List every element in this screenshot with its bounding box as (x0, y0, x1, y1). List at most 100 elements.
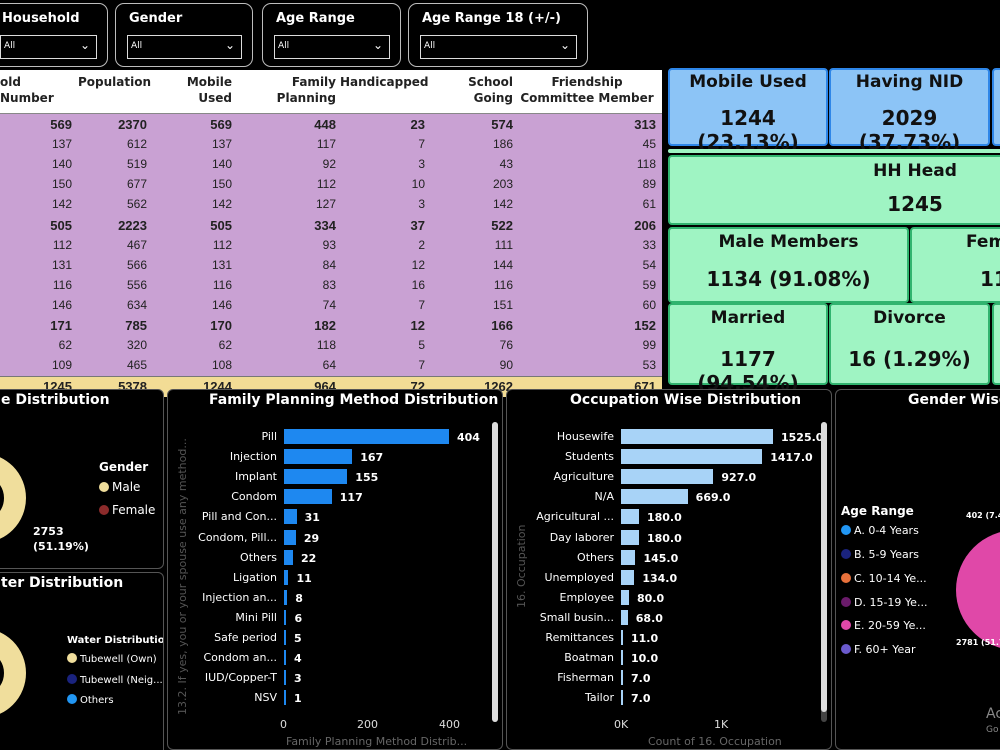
household-dropdown-value: All (4, 41, 16, 51)
table-cell: 7 (418, 358, 425, 373)
bar[interactable] (621, 549, 636, 565)
divorce-card: Divorce 16 (1.29%) (829, 303, 990, 385)
bar[interactable] (621, 670, 623, 686)
age-range-dropdown-value: All (278, 41, 290, 51)
bar[interactable] (621, 690, 623, 706)
bar[interactable] (284, 429, 449, 444)
category-label: Housewife (556, 430, 614, 443)
gender-donut[interactable] (0, 390, 164, 569)
table-row[interactable]: 109 465 108 64 7 90 53 (0, 356, 662, 376)
table-cell: 465 (126, 358, 147, 373)
age-range-dropdown[interactable]: All ⌄ (274, 35, 390, 59)
legend-item-female[interactable]: Female (99, 503, 155, 517)
table-cell: 140 (211, 157, 232, 172)
table-row[interactable]: 62 320 62 118 5 76 99 (0, 336, 662, 356)
x-axis-title: Count of 16. Occupation (648, 735, 782, 748)
bar[interactable] (284, 690, 286, 706)
bar[interactable] (284, 589, 288, 605)
household-dropdown[interactable]: All ⌄ (0, 35, 97, 59)
bar[interactable] (621, 449, 763, 465)
table-cell: 10 (411, 177, 425, 192)
bar[interactable] (621, 489, 688, 505)
legend-item-10-14[interactable]: C. 10-14 Ye... (841, 572, 927, 585)
age-range-18-dropdown[interactable]: All ⌄ (420, 35, 577, 59)
bar[interactable] (621, 569, 635, 585)
bar[interactable] (621, 609, 628, 625)
bar[interactable] (621, 589, 629, 605)
bar[interactable] (284, 529, 296, 545)
table-cell: 137 (51, 137, 72, 152)
table-row[interactable]: 146 634 146 74 7 151 60 (0, 296, 662, 316)
household-slicer-title: Household (2, 11, 80, 26)
legend-item-60-plus[interactable]: F. 60+ Year (841, 643, 916, 656)
table-cell: 166 (491, 318, 513, 333)
table-row[interactable]: 505 2223 505 334 37 522 206 (0, 216, 662, 236)
chevron-down-icon: ⌄ (79, 38, 90, 52)
table-cell: 76 (499, 338, 513, 353)
bar[interactable] (284, 469, 348, 485)
card-value: 16 (1.29%) (848, 347, 971, 371)
table-row[interactable]: 569 2370 569 448 23 574 313 (0, 115, 662, 135)
legend-item-others[interactable]: Others (67, 694, 114, 706)
bar[interactable] (284, 489, 332, 505)
column-header[interactable]: Family Planning (276, 75, 336, 105)
bar[interactable] (284, 449, 353, 465)
table-row[interactable]: 131 566 131 84 12 144 54 (0, 256, 662, 276)
gender-dropdown[interactable]: All ⌄ (127, 35, 242, 59)
table-cell: 505 (210, 217, 232, 233)
bar[interactable] (621, 429, 773, 444)
bar[interactable] (284, 549, 293, 565)
x-tick-label: 0K (614, 718, 629, 731)
bar[interactable] (621, 509, 639, 525)
legend-item-20-59[interactable]: E. 20-59 Ye... (841, 619, 926, 632)
column-header[interactable]: Friendship Committee Member (520, 75, 654, 105)
table-cell: 142 (492, 197, 513, 212)
bar[interactable] (284, 509, 297, 525)
table-row[interactable]: 137 612 137 117 7 186 45 (0, 135, 662, 155)
table-cell: 131 (51, 257, 72, 272)
bar-value-label: 927.0 (721, 471, 757, 485)
bar[interactable] (284, 630, 287, 645)
scrollbar-thumb[interactable] (492, 422, 498, 722)
bar[interactable] (284, 609, 287, 625)
table-cell: 320 (126, 338, 147, 353)
table-row[interactable]: 116 556 116 83 16 116 59 (0, 276, 662, 296)
legend-item-tubewell-own[interactable]: Tubewell (Own) (67, 653, 157, 665)
legend-item-tubewell-neighbor[interactable]: Tubewell (Neig... (67, 674, 163, 686)
age-pie[interactable] (836, 390, 1000, 750)
legend-item-15-19[interactable]: D. 15-19 Ye... (841, 596, 927, 609)
age-range-18-slicer-title: Age Range 18 (+/-) (422, 11, 561, 26)
bar[interactable] (284, 670, 286, 686)
column-header[interactable]: Handicapped (340, 75, 429, 89)
table-cell: 118 (636, 157, 656, 172)
legend-item-male[interactable]: Male (99, 480, 140, 494)
bar-value-label: 31 (304, 511, 320, 525)
column-header[interactable]: School Going (468, 75, 513, 105)
water-donut[interactable] (0, 573, 164, 750)
table-row[interactable]: 142 562 142 127 3 142 61 (0, 195, 662, 215)
column-header[interactable]: old Number (0, 75, 54, 105)
bar[interactable] (284, 650, 286, 666)
bar[interactable] (621, 650, 623, 666)
table-row[interactable]: 112 467 112 93 2 111 33 (0, 236, 662, 256)
bar[interactable] (621, 469, 714, 485)
table-cell: 519 (126, 157, 147, 172)
legend-item-5-9[interactable]: B. 5-9 Years (841, 548, 919, 561)
table-cell: 61 (642, 197, 656, 212)
legend-item-0-4[interactable]: A. 0-4 Years (841, 524, 919, 537)
table-row[interactable]: 171 785 170 182 12 166 152 (0, 316, 662, 336)
scrollbar-thumb[interactable] (821, 422, 827, 712)
category-label: Unemployed (544, 570, 614, 584)
table-row[interactable]: 150 677 150 112 10 203 89 (0, 175, 662, 195)
table-cell: 112 (52, 237, 72, 252)
legend-dot-icon (99, 505, 109, 515)
column-header[interactable]: Population (78, 75, 152, 89)
table-cell: 33 (642, 237, 656, 252)
panel-title: ter Distribution (1, 575, 124, 591)
bar[interactable] (621, 630, 623, 645)
table-row[interactable]: 140 519 140 92 3 43 118 (0, 155, 662, 175)
column-header[interactable]: Mobile Used (186, 75, 232, 105)
bar[interactable] (284, 569, 289, 585)
category-label: Pill and Con... (201, 510, 277, 524)
bar[interactable] (621, 529, 639, 545)
